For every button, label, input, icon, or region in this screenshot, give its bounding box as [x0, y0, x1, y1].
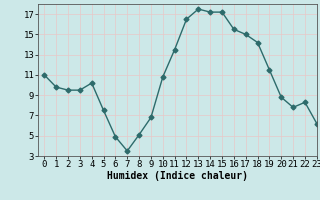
X-axis label: Humidex (Indice chaleur): Humidex (Indice chaleur) [107, 171, 248, 181]
